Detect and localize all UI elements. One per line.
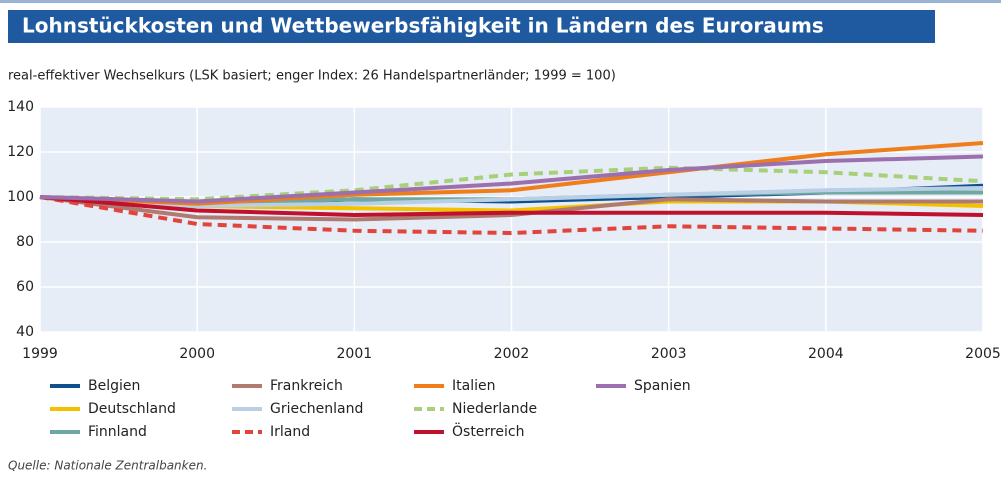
legend-label: Niederlande xyxy=(452,401,537,417)
y-tick-label: 120 xyxy=(7,144,34,160)
x-tick-label: 2002 xyxy=(494,346,530,362)
x-tick-label: 2005 xyxy=(965,346,1001,362)
series-line xyxy=(39,154,984,204)
legend-label: Deutschland xyxy=(88,401,176,417)
legend-label: Finnland xyxy=(88,424,147,440)
title-bar xyxy=(8,10,935,43)
y-tick-label: 40 xyxy=(16,324,34,340)
series-line xyxy=(39,165,984,202)
legend-label: Spanien xyxy=(634,378,691,394)
chart-title: Lohnstückkosten und Wettbewerbsfähigkeit… xyxy=(22,14,824,38)
x-tick-label: 1999 xyxy=(22,346,58,362)
series-line xyxy=(39,195,984,217)
series-line xyxy=(39,186,984,208)
source-note: Quelle: Nationale Zentralbanken. xyxy=(8,459,207,473)
y-tick-label: 80 xyxy=(16,234,34,250)
x-tick-label: 2003 xyxy=(651,346,687,362)
chart-subtitle: real-effektiver Wechselkurs (LSK basiert… xyxy=(8,69,616,84)
x-tick-label: 2000 xyxy=(179,346,215,362)
series-line xyxy=(39,141,984,206)
legend-label: Irland xyxy=(270,424,310,440)
legend-label: Belgien xyxy=(88,378,140,394)
y-tick-label: 60 xyxy=(16,279,34,295)
x-tick-label: 2001 xyxy=(337,346,373,362)
x-tick-label: 2004 xyxy=(808,346,844,362)
series-line xyxy=(39,195,984,235)
top-rule xyxy=(0,0,1001,3)
legend-label: Griechenland xyxy=(270,401,363,417)
legend-label: Italien xyxy=(452,378,495,394)
legend-label: Österreich xyxy=(452,422,524,440)
series-line xyxy=(39,195,983,222)
legend-label: Frankreich xyxy=(270,378,343,394)
y-tick-label: 140 xyxy=(7,99,34,115)
y-tick-label: 100 xyxy=(7,189,34,205)
